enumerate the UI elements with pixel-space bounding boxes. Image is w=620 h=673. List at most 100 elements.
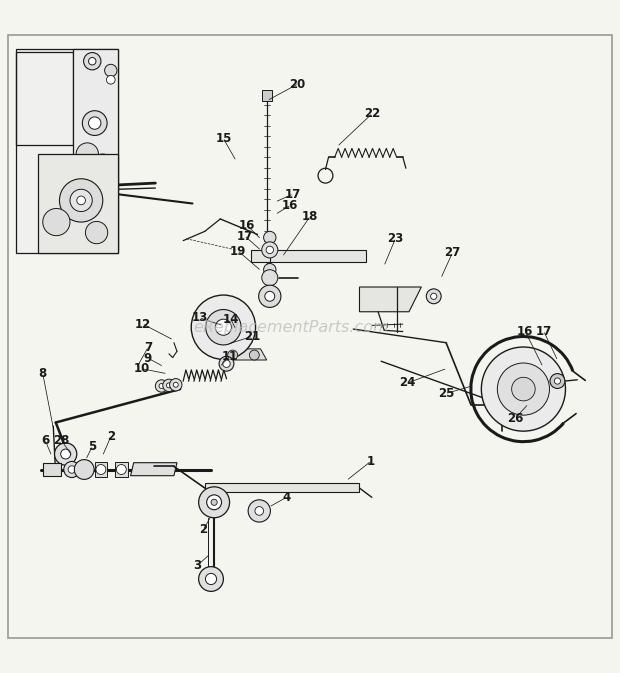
Bar bbox=[43, 463, 61, 476]
Text: 15: 15 bbox=[215, 132, 232, 145]
Circle shape bbox=[264, 264, 276, 276]
Text: 11: 11 bbox=[221, 350, 237, 363]
Text: 17: 17 bbox=[237, 229, 253, 243]
Text: 6: 6 bbox=[41, 434, 50, 447]
Bar bbox=[95, 462, 107, 477]
Circle shape bbox=[163, 379, 175, 392]
Circle shape bbox=[248, 500, 270, 522]
Circle shape bbox=[223, 360, 230, 367]
Circle shape bbox=[61, 449, 71, 459]
Text: 17: 17 bbox=[536, 325, 552, 338]
Circle shape bbox=[173, 382, 178, 387]
Circle shape bbox=[554, 378, 560, 384]
Circle shape bbox=[262, 270, 278, 286]
Text: 1: 1 bbox=[366, 455, 374, 468]
Circle shape bbox=[156, 380, 168, 392]
Text: 2: 2 bbox=[107, 430, 115, 444]
Bar bbox=[115, 462, 128, 477]
Text: 23: 23 bbox=[388, 232, 404, 245]
Polygon shape bbox=[223, 349, 267, 360]
Bar bbox=[38, 154, 118, 253]
Circle shape bbox=[86, 221, 108, 244]
Circle shape bbox=[94, 154, 112, 172]
Text: 4: 4 bbox=[282, 491, 291, 504]
Text: eReplacementParts.com: eReplacementParts.com bbox=[193, 320, 389, 334]
Text: 16: 16 bbox=[282, 199, 298, 212]
Circle shape bbox=[262, 242, 278, 258]
Circle shape bbox=[89, 117, 101, 129]
Circle shape bbox=[77, 196, 86, 205]
Text: 10: 10 bbox=[134, 362, 150, 375]
Circle shape bbox=[550, 374, 565, 388]
Text: 25: 25 bbox=[438, 387, 454, 400]
Circle shape bbox=[215, 319, 231, 335]
Circle shape bbox=[105, 65, 117, 77]
Circle shape bbox=[43, 209, 70, 236]
Circle shape bbox=[431, 293, 437, 299]
Text: 9: 9 bbox=[144, 352, 152, 365]
Bar bbox=[262, 90, 272, 102]
Text: 26: 26 bbox=[507, 412, 523, 425]
Text: 12: 12 bbox=[135, 318, 151, 330]
Circle shape bbox=[228, 350, 237, 360]
Text: 24: 24 bbox=[399, 376, 416, 390]
Bar bbox=[16, 52, 73, 145]
Text: 21: 21 bbox=[244, 330, 260, 343]
Circle shape bbox=[76, 143, 99, 165]
Circle shape bbox=[89, 57, 96, 65]
Text: 7: 7 bbox=[144, 341, 152, 354]
Polygon shape bbox=[205, 483, 360, 493]
Circle shape bbox=[198, 567, 223, 592]
Text: 18: 18 bbox=[302, 210, 318, 223]
Circle shape bbox=[170, 379, 182, 391]
Circle shape bbox=[74, 460, 94, 479]
Circle shape bbox=[264, 232, 276, 244]
Circle shape bbox=[206, 310, 241, 345]
Text: 22: 22 bbox=[364, 107, 380, 120]
Polygon shape bbox=[131, 463, 177, 476]
Circle shape bbox=[191, 295, 255, 359]
Text: 13: 13 bbox=[192, 312, 208, 324]
Circle shape bbox=[159, 384, 164, 388]
Circle shape bbox=[427, 289, 441, 304]
Text: 16: 16 bbox=[517, 325, 533, 338]
Text: 5: 5 bbox=[88, 440, 96, 453]
Circle shape bbox=[60, 179, 103, 222]
Circle shape bbox=[497, 363, 549, 415]
Circle shape bbox=[206, 495, 221, 509]
Text: 8: 8 bbox=[38, 367, 47, 380]
Text: 3: 3 bbox=[193, 559, 202, 572]
Text: 19: 19 bbox=[230, 244, 246, 258]
Circle shape bbox=[64, 462, 80, 478]
Bar bbox=[16, 49, 118, 253]
Circle shape bbox=[219, 356, 234, 371]
Text: 16: 16 bbox=[239, 219, 255, 232]
Circle shape bbox=[82, 110, 107, 135]
Circle shape bbox=[117, 464, 126, 474]
Circle shape bbox=[255, 507, 264, 516]
Circle shape bbox=[107, 75, 115, 84]
Circle shape bbox=[198, 487, 229, 518]
Circle shape bbox=[55, 443, 77, 465]
Circle shape bbox=[265, 291, 275, 302]
Polygon shape bbox=[360, 287, 422, 312]
Circle shape bbox=[167, 383, 172, 388]
Polygon shape bbox=[251, 250, 366, 262]
Circle shape bbox=[211, 499, 217, 505]
Text: 17: 17 bbox=[285, 188, 301, 201]
Circle shape bbox=[205, 573, 216, 585]
Bar bbox=[73, 49, 118, 250]
Circle shape bbox=[249, 350, 259, 360]
Circle shape bbox=[84, 52, 101, 70]
Circle shape bbox=[259, 285, 281, 308]
Text: 2: 2 bbox=[200, 523, 208, 536]
Text: 20: 20 bbox=[290, 77, 306, 91]
Circle shape bbox=[96, 464, 106, 474]
Text: 27: 27 bbox=[444, 246, 461, 260]
Circle shape bbox=[266, 246, 273, 254]
Circle shape bbox=[481, 347, 565, 431]
Circle shape bbox=[68, 466, 76, 473]
Circle shape bbox=[512, 378, 535, 401]
Text: 28: 28 bbox=[53, 434, 69, 447]
Text: 14: 14 bbox=[223, 313, 239, 326]
